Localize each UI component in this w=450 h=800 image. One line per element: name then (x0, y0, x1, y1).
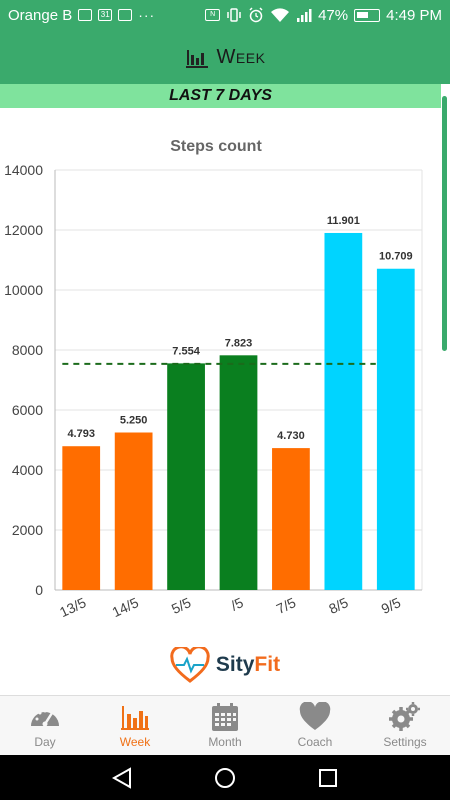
logo-text: SityFit (216, 653, 280, 677)
bottom-nav: Day Week Month Coach Settings (0, 695, 450, 755)
heart-pulse-icon (170, 647, 210, 683)
y-tick-label: 10000 (4, 282, 43, 298)
chart-svg: 0 2000 4000 6000 8000 10000 12000 14000 4.793 13/… (4, 162, 423, 620)
bar-value-label: 11.901 (327, 215, 360, 227)
bar-chart-icon (185, 50, 208, 68)
y-tick-label: 12000 (4, 222, 43, 238)
chart-title: Steps count (170, 138, 262, 155)
y-tick-label: 0 (35, 582, 43, 598)
scrollbar-thumb[interactable] (442, 96, 447, 351)
battery-icon (354, 8, 381, 22)
x-tick-label: 8/5 (326, 594, 351, 617)
nfc-icon: N (205, 9, 221, 21)
nav-coach-label: Coach (297, 735, 333, 749)
vibrate-icon (227, 8, 241, 22)
calendar-icon: 31 (98, 9, 113, 21)
nav-month-label: Month (208, 735, 242, 749)
nav-week-label: Week (119, 735, 151, 749)
system-nav-bar (0, 755, 450, 800)
speedometer-icon (31, 709, 59, 727)
x-tick-label: 14/5 (109, 594, 141, 620)
more-dots-icon: ··· (138, 7, 156, 23)
page-title: Week (216, 45, 266, 68)
calendar-icon (212, 703, 238, 731)
status-bar: Orange B 31 ··· N 47% 4:49 PM (0, 0, 450, 30)
x-tick-label: 5/5 (169, 594, 194, 617)
nav-month[interactable]: Month (180, 696, 270, 755)
back-icon[interactable] (110, 766, 134, 790)
bar-value-label: 7.823 (225, 337, 253, 349)
wifi-icon (271, 7, 290, 22)
bar-value-label: 5.250 (120, 415, 148, 427)
app-bar: Week (0, 30, 450, 84)
nav-day[interactable]: Day (0, 696, 90, 755)
logo-prefix: Sity (215, 653, 255, 676)
steps-chart: Steps count 0 2000 4000 6000 8000 10000 12000 1… (0, 130, 440, 640)
bar (167, 363, 205, 590)
sityfit-logo: SityFit (0, 640, 450, 690)
nav-day-label: Day (34, 735, 56, 749)
battery-percent: 47% (318, 6, 349, 24)
clock: 4:49 PM (386, 6, 442, 24)
bar (376, 268, 415, 590)
bar (219, 355, 258, 590)
bar (324, 232, 363, 590)
y-tick-label: 4000 (12, 462, 43, 478)
bar-value-label: 4.793 (67, 428, 95, 440)
y-tick-label: 8000 (12, 342, 43, 358)
signal-icon (297, 8, 312, 22)
y-tick-label: 2000 (12, 522, 43, 538)
bar-value-label: 7.554 (172, 345, 200, 357)
x-tick-label: /5 (228, 594, 246, 614)
nav-coach[interactable]: Coach (270, 696, 360, 755)
x-tick-label: 13/5 (57, 594, 89, 620)
logo-suffix: Fit (254, 653, 281, 676)
photo-icon (118, 9, 133, 21)
alarm-icon (249, 7, 263, 23)
x-tick-label: 7/5 (274, 594, 299, 617)
bar (62, 446, 101, 590)
nav-week[interactable]: Week (90, 696, 180, 755)
home-icon[interactable] (213, 766, 237, 790)
gallery-icon (78, 9, 93, 21)
carrier-label: Orange B (8, 6, 73, 24)
nav-settings[interactable]: Settings (360, 696, 450, 755)
period-label: LAST 7 DAYS (0, 84, 441, 108)
y-tick-label: 6000 (12, 402, 43, 418)
nav-settings-label: Settings (383, 735, 427, 749)
heart-icon (299, 702, 331, 730)
y-tick-label: 14000 (4, 162, 43, 178)
bar (114, 432, 153, 590)
bar-value-label: 4.730 (277, 430, 305, 442)
bar-value-label: 10.709 (379, 251, 413, 263)
bar (272, 448, 310, 590)
recents-icon[interactable] (316, 766, 340, 790)
bar-chart-icon (121, 706, 149, 730)
gears-icon (389, 702, 420, 731)
x-tick-label: 9/5 (379, 594, 404, 617)
